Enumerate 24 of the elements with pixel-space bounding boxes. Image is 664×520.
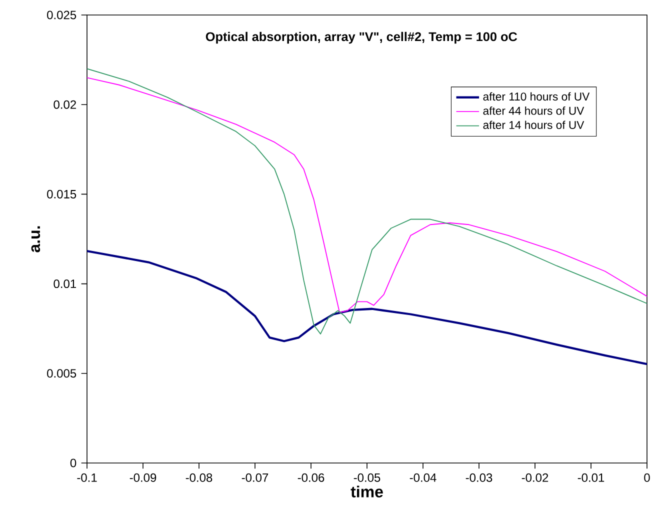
x-tick-label: -0.07 <box>242 473 268 482</box>
legend-label: after 14 hours of UV <box>483 120 584 130</box>
line-series <box>87 250 647 366</box>
x-tick-label: -0.02 <box>522 473 548 482</box>
x-tick-label: -0.1 <box>77 473 97 482</box>
x-axis-title: time <box>350 486 383 498</box>
y-tick-label: 0.01 <box>54 280 76 288</box>
x-tick-label: -0.05 <box>354 473 380 482</box>
y-tick-label: 0 <box>70 458 76 468</box>
x-tick-label: -0.08 <box>186 473 212 482</box>
y-tick-label: 0.025 <box>47 10 76 20</box>
x-tick-label: -0.01 <box>578 473 604 482</box>
x-tick-label: -0.06 <box>298 473 324 482</box>
legend-label: after 44 hours of UV <box>483 106 584 115</box>
y-tick-label: 0.02 <box>54 100 76 109</box>
x-tick-label: -0.09 <box>130 473 156 482</box>
x-tick-label: -0.03 <box>466 473 492 482</box>
y-axis-title: a.u. <box>31 226 40 252</box>
x-tick-label: 0 <box>644 473 650 482</box>
text: Optical absorption, array "V", cell#2, Temp = 100 oC <box>206 32 518 44</box>
x-tick-label: -0.04 <box>410 473 436 482</box>
legend-label: after 110 hours of UV <box>483 92 590 101</box>
y-tick-label: 0.015 <box>47 190 76 198</box>
y-tick-label: 0.005 <box>47 369 76 378</box>
